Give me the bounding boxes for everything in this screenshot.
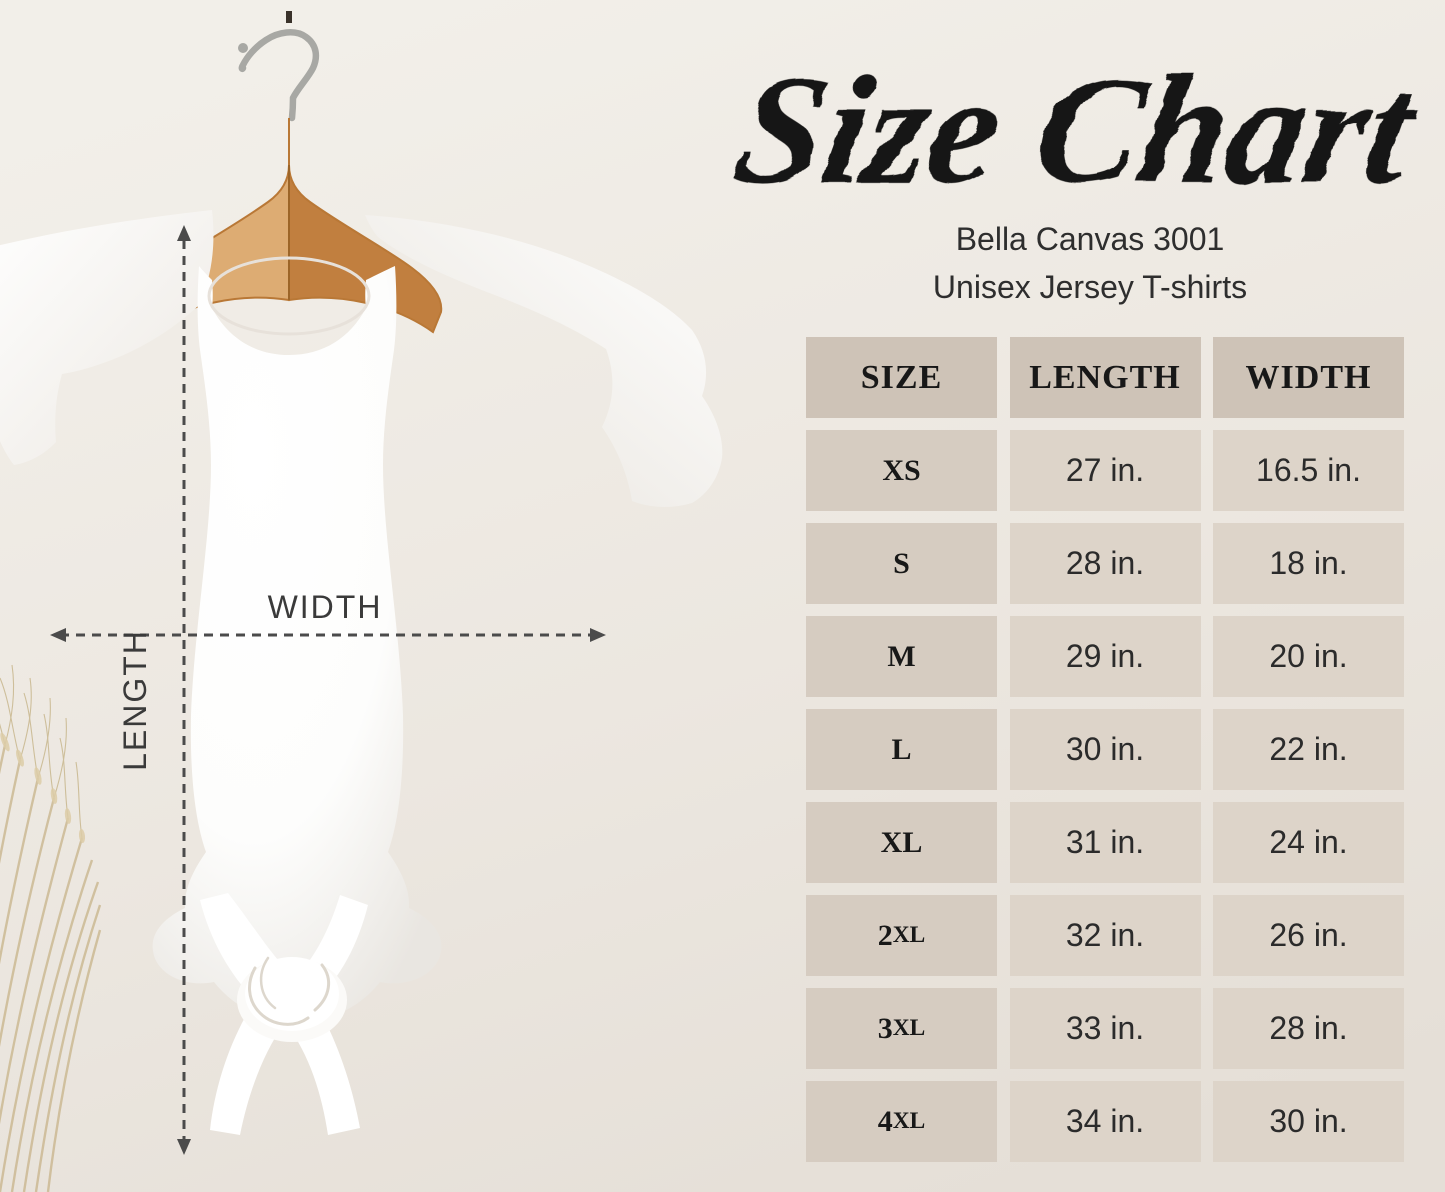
svg-text:Bella Canvas 3001: Bella Canvas 3001 [956,221,1225,257]
svg-text:WIDTH: WIDTH [268,589,383,625]
svg-text:Size Chart: Size Chart [724,44,1431,217]
svg-text:Unisex Jersey T-shirts: Unisex Jersey T-shirts [933,269,1247,305]
svg-text:LENGTH: LENGTH [117,629,153,771]
